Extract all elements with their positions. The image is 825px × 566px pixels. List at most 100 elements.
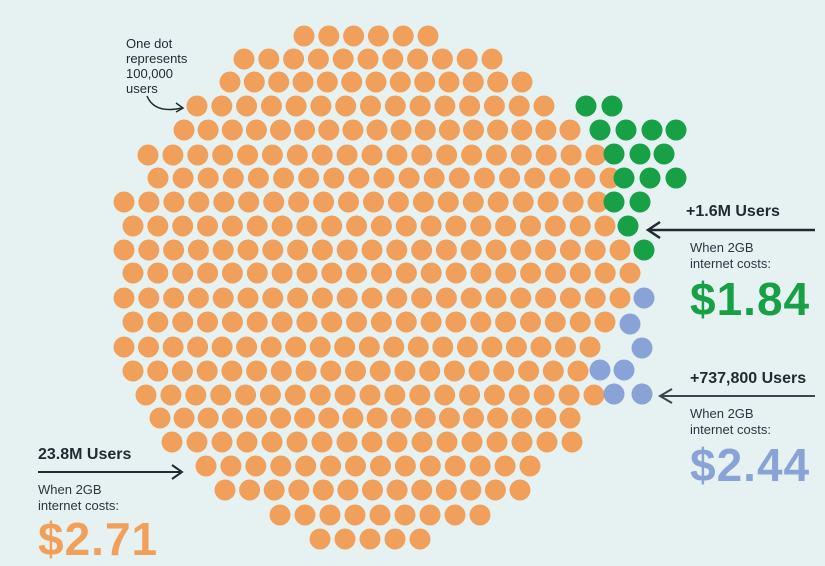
dot-base [346,311,368,333]
dot-base [524,167,546,189]
dot-base [463,407,484,429]
dot-base [309,384,331,406]
dot-base [334,528,356,550]
dot-base [485,239,507,261]
dot-base [365,71,387,93]
dot-base [434,384,456,406]
dot-base [411,431,433,453]
dot-base [113,239,135,261]
dot-base [186,95,208,117]
dot-base [438,71,460,93]
dot-base [567,360,589,382]
dot-base [470,262,492,284]
dot-base [211,336,233,358]
dot-base [533,384,555,406]
dot-base [423,167,445,189]
dot-green [603,191,625,213]
dot-base [484,479,506,501]
dot-base [569,215,591,237]
dot-base [286,144,308,166]
dot-base [370,455,391,477]
dot-base [535,287,557,309]
dot-base [462,191,484,213]
dot-base [412,191,434,213]
dot-base [211,95,233,117]
dot-base [509,479,531,501]
dot-base [268,71,290,93]
dot-base [370,215,392,237]
dot-base [508,384,530,406]
dot-base [431,48,453,70]
dot-base [312,479,334,501]
dot-base [483,95,505,117]
dot-base [435,239,457,261]
costs-line: internet costs: [690,422,771,437]
dot-base [609,287,631,309]
dot-base [346,262,368,284]
dot-base [318,407,340,429]
dot-base [284,384,306,406]
dot-green [633,239,655,261]
dot-base [444,455,466,477]
dot-base [162,144,184,166]
dot-base [138,287,160,309]
dot-base [493,360,515,382]
dot-base [246,311,268,333]
dot-base [559,119,581,141]
dot-blue [631,383,653,405]
dot-blue [633,287,655,309]
dot-green [641,119,663,141]
dot-base [436,144,458,166]
dot-base [409,384,431,406]
dot-base [260,95,282,117]
dot-base [283,48,305,70]
dot-base [237,144,259,166]
dot-green [615,119,637,141]
dot-base [122,311,144,333]
dot-base [311,431,333,453]
dot-base [196,360,218,382]
dot-base [172,311,194,333]
dot-base [113,287,135,309]
dot-base [197,215,218,237]
dot-base [221,262,243,284]
dot-base [436,431,458,453]
dot-base [271,262,293,284]
dot-base [414,71,436,93]
dot-green [639,167,661,189]
dot-base [495,215,517,237]
dot-base [395,215,417,237]
note-line: 100,000 [126,66,173,81]
dot-base [286,431,308,453]
dot-base [262,287,284,309]
dot-base [295,360,317,382]
dot-base [263,479,285,501]
dot-base [239,479,261,501]
dot-base [137,144,159,166]
dot-base [310,95,332,117]
dot-base [294,119,316,141]
dot-base [238,191,260,213]
dot-green [629,191,651,213]
dot-base [366,119,388,141]
dot-base [555,336,576,358]
dot-green [665,167,687,189]
dot-base [536,431,558,453]
blue-arrow-head [658,388,673,404]
dot-base [460,479,482,501]
dot-base [222,167,244,189]
dot-base [407,48,429,70]
dot-base [487,71,509,93]
dot-base [417,25,439,47]
dot-base [386,144,408,166]
dot-base [445,215,467,237]
dot-base [260,336,282,358]
dot-base [149,407,171,429]
dot-base [419,504,441,526]
dot-base [448,167,470,189]
dot-base [361,431,383,453]
dot-base [214,479,236,501]
dot-base [510,144,532,166]
dot-base [296,311,318,333]
